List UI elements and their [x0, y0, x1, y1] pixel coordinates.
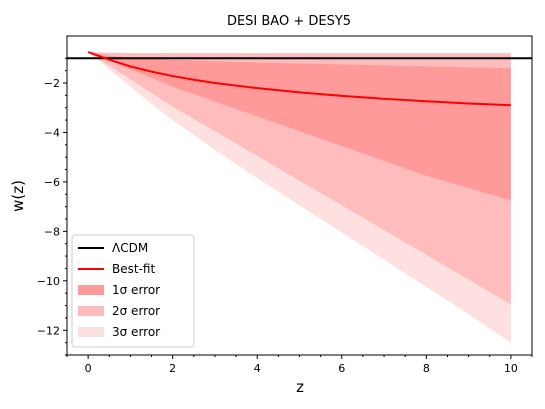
y-tick-label: −6 — [44, 176, 60, 189]
x-axis-label: z — [296, 378, 304, 396]
y-axis-label: w(z) — [9, 180, 27, 212]
y-axis: −2 −4 −6 −8 −10 −12 — [37, 57, 67, 356]
x-tick-label: 8 — [423, 362, 430, 375]
error-bands — [88, 52, 511, 343]
y-tick-label: −8 — [44, 225, 60, 238]
y-tick-label: −12 — [37, 324, 60, 337]
band-2 — [88, 52, 511, 201]
series-lines — [67, 51, 532, 107]
x-axis: 0 2 4 6 8 10 — [66, 355, 533, 375]
series-line-1 — [87, 51, 511, 107]
legend-swatch-band — [78, 306, 104, 316]
y-tick-label: −10 — [37, 275, 60, 288]
legend-swatch-band — [78, 327, 104, 337]
legend-label: Best-fit — [112, 262, 155, 276]
legend-label: ΛCDM — [112, 241, 148, 255]
y-tick-label: −2 — [44, 77, 60, 90]
legend-swatch-band — [78, 285, 104, 295]
legend-label: 3σ error — [112, 325, 160, 339]
y-tick-label: −4 — [44, 126, 60, 139]
x-tick-label: 10 — [504, 362, 518, 375]
legend-label: 1σ error — [112, 283, 160, 297]
chart-title: DESI BAO + DESY5 — [227, 14, 351, 29]
legend-box — [71, 234, 195, 348]
legend-label: 2σ error — [112, 304, 160, 318]
x-tick-label: 4 — [254, 362, 261, 375]
x-tick-label: 0 — [85, 362, 92, 375]
x-tick-label: 2 — [169, 362, 176, 375]
legend: ΛCDM Best-fit 1σ error 2σ error 3σ error — [71, 234, 195, 348]
x-tick-label: 6 — [338, 362, 345, 375]
